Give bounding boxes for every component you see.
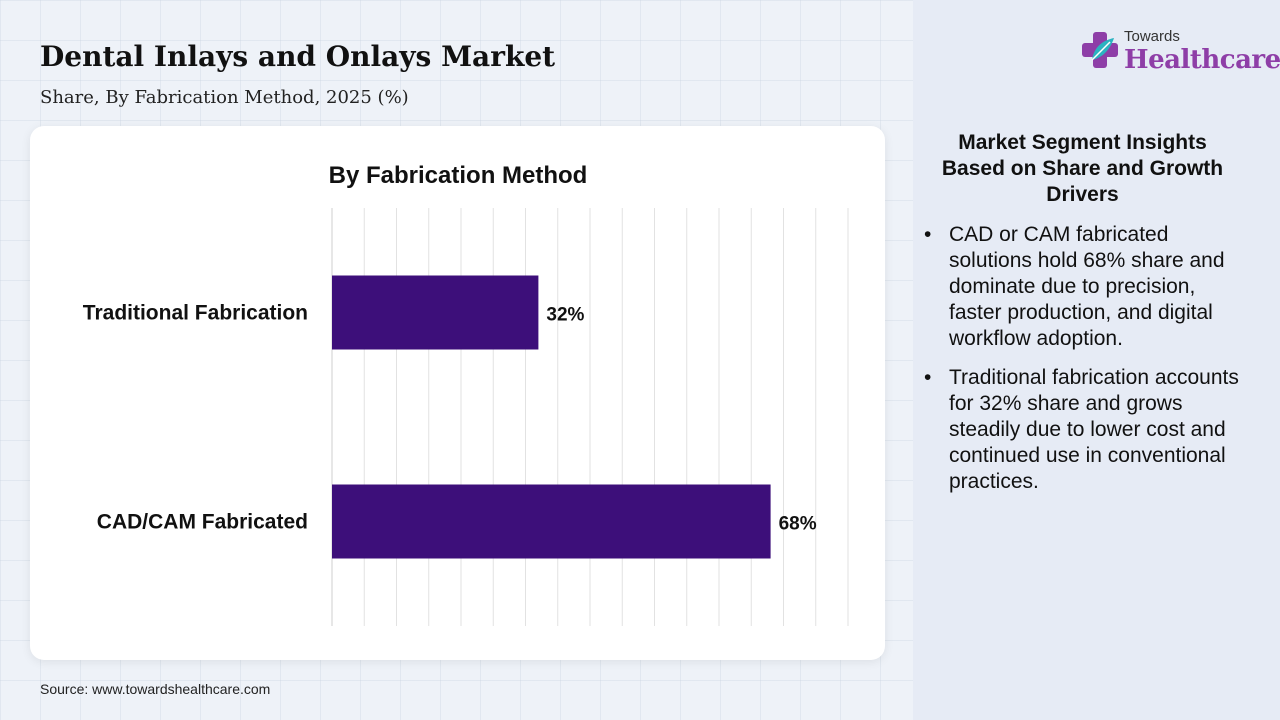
brand-logo: Towards Healthcare (1080, 26, 1280, 78)
category-label: Traditional Fabrication (83, 302, 308, 325)
bullet-icon: • (924, 366, 932, 389)
bar-chart: By Fabrication Method Traditional Fabric… (83, 162, 849, 626)
insight-text: CAD or CAM fabricated solutions hold 68%… (949, 223, 1225, 350)
insights-panel (913, 0, 1280, 720)
page-title: Dental Inlays and Onlays Market (40, 40, 556, 73)
chart-bars: Traditional Fabrication 32% CAD/CAM Fabric… (83, 275, 817, 559)
insights-title: Market Segment Insights Based on Share a… (941, 131, 1224, 206)
logo-top-text: Towards (1124, 28, 1180, 45)
data-label: 68% (779, 514, 817, 535)
bar (332, 484, 771, 559)
bar (332, 275, 539, 350)
chart-card: By Fabrication Method Traditional Fabric… (30, 126, 885, 660)
bullet-icon: • (924, 223, 932, 246)
source-note: Source: www.towardshealthcare.com (40, 681, 271, 697)
insight-item: • CAD or CAM fabricated solutions hold 6… (922, 222, 1247, 352)
category-label: CAD/CAM Fabricated (97, 511, 308, 534)
chart-grid (331, 208, 849, 626)
insights-list: • CAD or CAM fabricated solutions hold 6… (922, 222, 1247, 508)
insight-item: • Traditional fabrication accounts for 3… (922, 365, 1247, 495)
insight-text: Traditional fabrication accounts for 32%… (949, 366, 1239, 493)
logo-main-text: Healthcare (1124, 45, 1280, 75)
data-label: 32% (546, 305, 584, 326)
page-subtitle: Share, By Fabrication Method, 2025 (%) (40, 87, 409, 108)
chart-title: By Fabrication Method (329, 162, 588, 189)
cross-leaf-icon (1082, 32, 1118, 68)
